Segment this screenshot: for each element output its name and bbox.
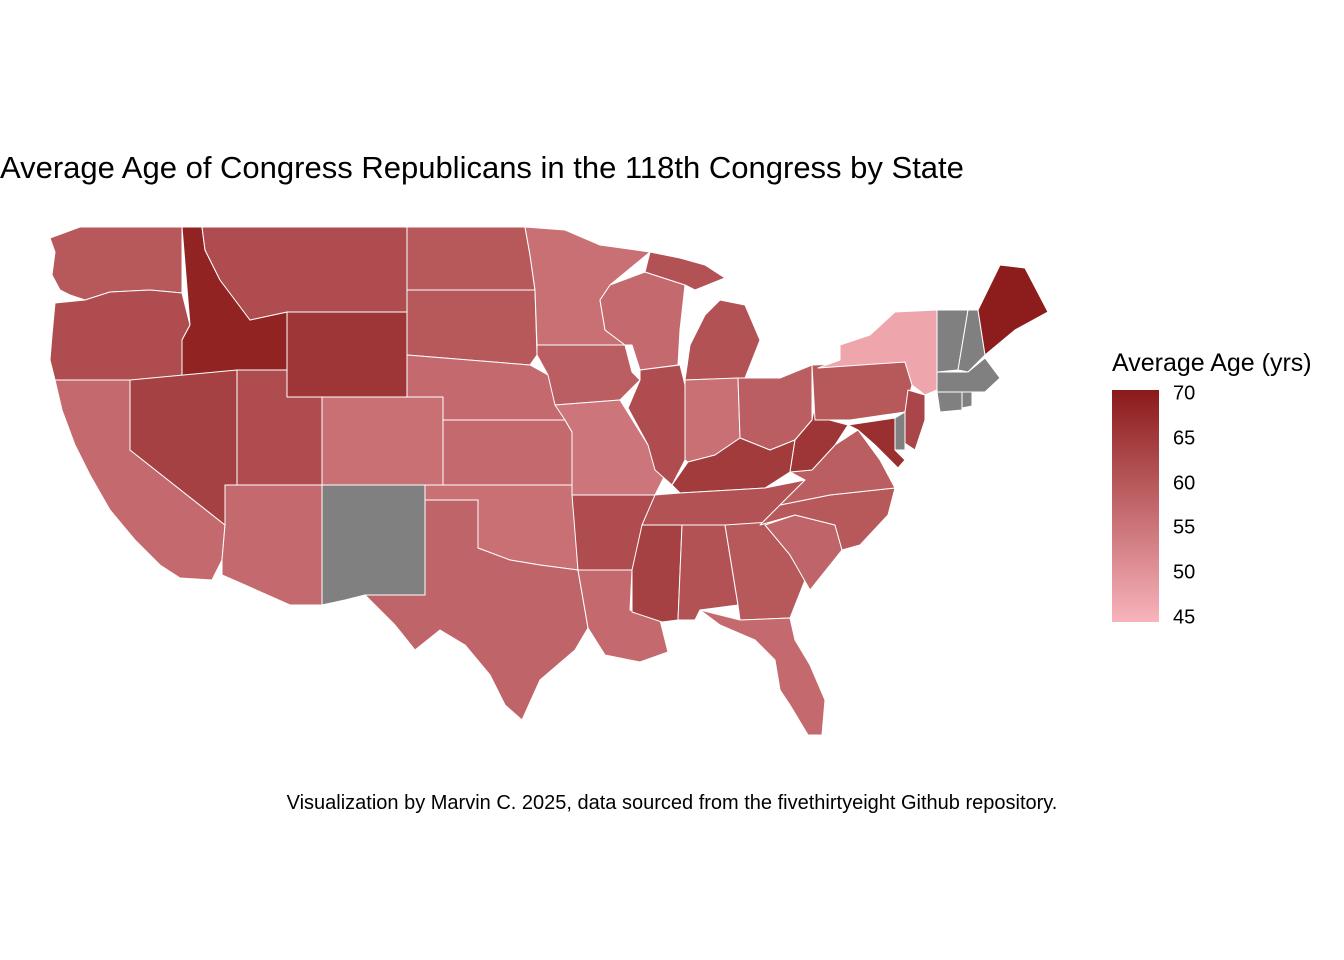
state-MI-UP[interactable] (644, 251, 726, 291)
state-RI[interactable] (961, 391, 973, 409)
legend-tick-label: 65 (1173, 427, 1196, 450)
state-CT[interactable] (936, 391, 963, 413)
state-WA[interactable] (49, 226, 183, 301)
legend-tick-label: 60 (1173, 472, 1196, 495)
legend-color-bar (1112, 390, 1159, 622)
state-KS[interactable] (442, 419, 573, 486)
state-AZ[interactable] (221, 484, 323, 606)
state-MS[interactable] (631, 524, 683, 623)
state-ND[interactable] (406, 226, 536, 291)
state-PA[interactable] (811, 361, 913, 421)
state-IL[interactable] (627, 364, 686, 486)
legend-title: Average Age (yrs) (1112, 349, 1312, 377)
state-WY[interactable] (286, 311, 408, 398)
state-NM[interactable] (321, 484, 426, 606)
state-IA[interactable] (536, 344, 641, 406)
state-TX[interactable] (364, 499, 589, 721)
state-LA[interactable] (577, 569, 669, 663)
map-caption: Visualization by Marvin C. 2025, data so… (286, 792, 1058, 814)
state-CO[interactable] (321, 396, 444, 486)
legend-tick-label: 55 (1173, 516, 1196, 539)
state-MD[interactable] (847, 417, 906, 469)
state-NH[interactable] (957, 309, 986, 373)
state-ME[interactable] (977, 264, 1049, 356)
state-DE[interactable] (894, 411, 906, 451)
state-OR[interactable] (49, 289, 191, 381)
map-title: Average Age of Congress Republicans in t… (0, 150, 964, 185)
legend-tick-label: 70 (1173, 382, 1196, 405)
state-FL[interactable] (699, 609, 826, 736)
legend-tick-label: 45 (1173, 606, 1196, 629)
state-SD[interactable] (406, 289, 538, 366)
legend-tick-label: 50 (1173, 561, 1196, 584)
state-MI[interactable] (684, 299, 761, 381)
